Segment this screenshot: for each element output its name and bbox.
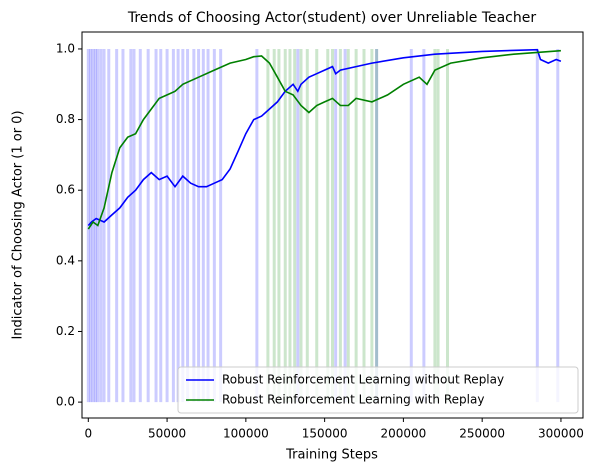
chart-title: Trends of Choosing Actor(student) over U… [127, 10, 537, 26]
series-line [87, 49, 561, 230]
y-tick-label: 0.8 [56, 112, 75, 126]
y-tick-label: 0.6 [56, 183, 75, 197]
x-axis-label: Training Steps [285, 448, 378, 463]
x-tick-label: 250000 [459, 427, 505, 441]
legend-label: Robust Reinforcement Learning with Repla… [222, 393, 484, 407]
x-tick-label: 100000 [223, 427, 269, 441]
x-tick-label: 200000 [380, 427, 426, 441]
y-tick-label: 1.0 [56, 41, 75, 55]
x-tick-label: 150000 [302, 427, 348, 441]
y-tick-label: 0.2 [56, 324, 75, 338]
legend-label: Robust Reinforcement Learning without Re… [222, 373, 504, 387]
y-tick-label: 0.4 [56, 253, 75, 267]
y-axis-label: Indicator of Choosing Actor (1 or 0) [11, 110, 26, 339]
series-line [87, 48, 562, 227]
plot-frame [81, 31, 584, 419]
y-tick-label: 0.0 [56, 395, 75, 409]
x-tick-label: 300000 [538, 427, 584, 441]
legend-box [177, 366, 579, 414]
x-tick-label: 0 [84, 427, 92, 441]
x-tick-label: 50000 [148, 427, 186, 441]
